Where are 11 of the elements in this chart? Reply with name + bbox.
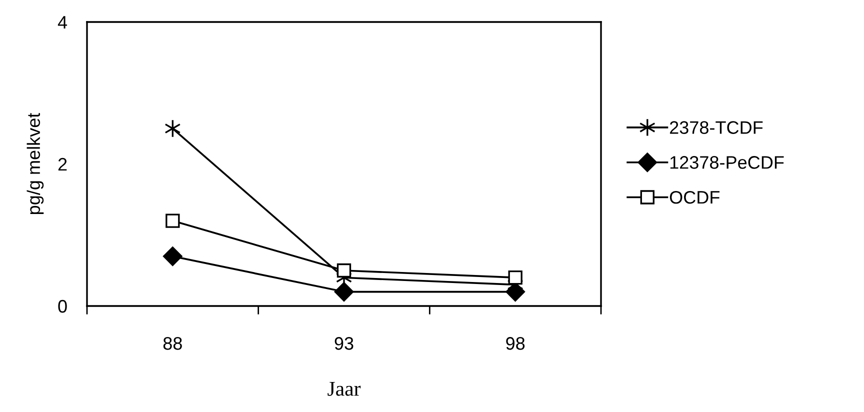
y-tick-label: 0 xyxy=(58,300,67,313)
legend-label: 12378-PeCDF xyxy=(670,156,784,169)
y-axis-title: pg/g melkvet xyxy=(26,112,44,214)
y-tick-label: 2 xyxy=(58,158,67,171)
x-tick-label: 88 xyxy=(163,337,182,350)
legend-label: 2378-TCDF xyxy=(670,121,763,134)
x-tick-label: 98 xyxy=(506,337,525,350)
legend-label: OCDF xyxy=(670,190,720,204)
y-tick-label: 4 xyxy=(58,16,68,29)
x-tick-label: 93 xyxy=(334,337,354,350)
x-axis-title: Jaar xyxy=(328,382,361,396)
